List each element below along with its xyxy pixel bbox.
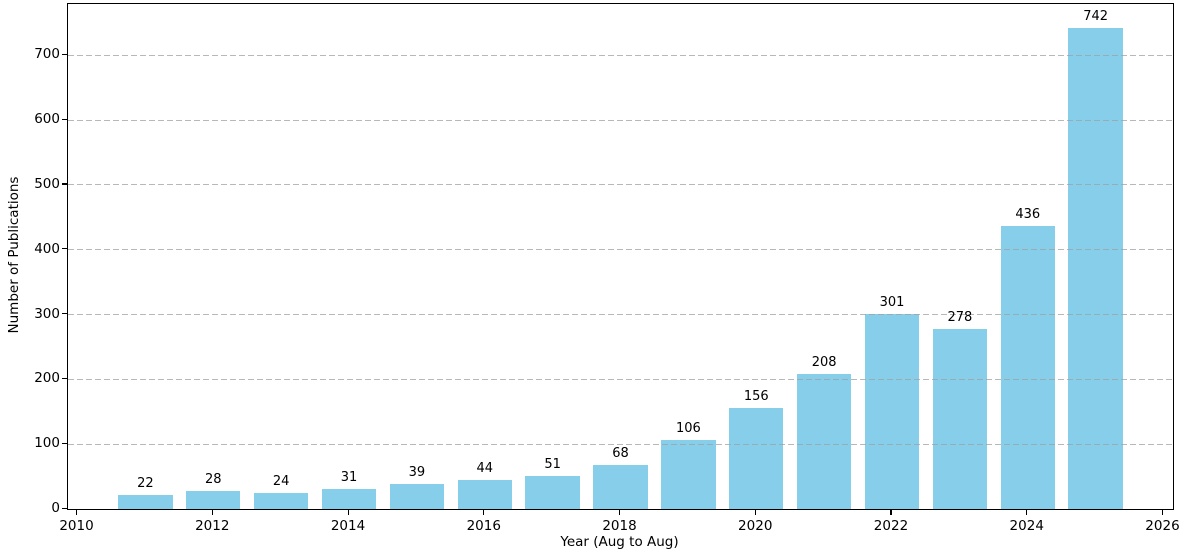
y-gridline-500 bbox=[68, 184, 1173, 186]
bar-value-label-2013: 24 bbox=[272, 474, 290, 490]
bar-2016 bbox=[457, 480, 512, 509]
bar-value-label-2020: 156 bbox=[743, 388, 769, 404]
y-axis-tick-400 bbox=[62, 248, 67, 250]
y-tick-label-700: 700 bbox=[34, 46, 60, 63]
bar-value-label-2025: 742 bbox=[1083, 9, 1109, 25]
x-axis-tick-2016 bbox=[483, 510, 485, 515]
y-axis-tick-500 bbox=[62, 183, 67, 185]
bar-value-label-2017: 51 bbox=[544, 456, 561, 472]
bar-value-label-2011: 22 bbox=[137, 475, 154, 491]
y-axis-tick-200 bbox=[62, 377, 67, 380]
bar-value-label-2021: 208 bbox=[811, 355, 837, 371]
x-axis-label: Year (Aug to Aug) bbox=[560, 534, 679, 550]
bar-value-label-2015: 39 bbox=[408, 464, 426, 480]
bar-value-label-2022: 301 bbox=[879, 294, 905, 310]
bar-2011 bbox=[118, 494, 173, 509]
x-axis-tick-2026 bbox=[1161, 510, 1164, 515]
x-axis-tick-2014 bbox=[347, 510, 349, 515]
plot-area: 22 28 24 31 39 44 51 68 106 156 208 301 278 436 742 bbox=[67, 3, 1174, 510]
bar-2023 bbox=[932, 328, 988, 509]
bar-value-label-2016: 44 bbox=[476, 461, 494, 477]
y-gridline-200 bbox=[68, 378, 1173, 380]
x-tick-label-2016: 2016 bbox=[466, 518, 501, 534]
x-tick-label-2012: 2012 bbox=[195, 518, 230, 534]
x-axis-tick-2012 bbox=[211, 510, 213, 515]
bar-2013 bbox=[253, 493, 309, 509]
y-gridline-400 bbox=[68, 249, 1173, 251]
x-tick-label-2010: 2010 bbox=[59, 518, 94, 534]
bar-value-label-2023: 278 bbox=[947, 309, 973, 325]
y-tick-label-200: 200 bbox=[34, 370, 60, 387]
x-axis-tick-2010 bbox=[76, 510, 78, 515]
x-tick-label-2018: 2018 bbox=[602, 518, 637, 534]
x-axis-tick-2020 bbox=[754, 510, 756, 515]
bar-2014 bbox=[321, 488, 377, 509]
x-tick-label-2022: 2022 bbox=[873, 518, 909, 534]
y-gridline-300 bbox=[68, 314, 1173, 316]
bar-2012 bbox=[186, 490, 241, 509]
x-tick-label-2014: 2014 bbox=[330, 518, 366, 534]
bar-2022 bbox=[864, 313, 920, 509]
y-axis-tick-600 bbox=[62, 118, 67, 120]
x-axis-tick-2024 bbox=[1026, 510, 1028, 515]
bar-2018 bbox=[593, 464, 648, 509]
bar-2017 bbox=[525, 475, 580, 509]
bar-2025 bbox=[1068, 28, 1123, 509]
x-axis-tick-2018 bbox=[619, 510, 621, 515]
bar-2015 bbox=[389, 483, 445, 509]
y-gridline-700 bbox=[68, 54, 1173, 56]
y-tick-label-300: 300 bbox=[34, 305, 60, 322]
y-tick-label-600: 600 bbox=[34, 111, 60, 128]
y-axis-tick-300 bbox=[62, 313, 67, 315]
x-tick-label-2026: 2026 bbox=[1145, 518, 1180, 534]
bar-value-label-2012: 28 bbox=[204, 471, 222, 487]
y-tick-label-400: 400 bbox=[34, 240, 60, 257]
y-axis-tick-0 bbox=[62, 507, 67, 509]
y-axis-tick-100 bbox=[62, 442, 67, 444]
x-axis-tick-2022 bbox=[890, 510, 892, 515]
x-tick-label-2020: 2020 bbox=[738, 518, 773, 534]
bar-value-label-2019: 106 bbox=[675, 421, 701, 437]
bar-2021 bbox=[796, 374, 852, 509]
y-gridline-600 bbox=[68, 119, 1173, 121]
bar-2019 bbox=[661, 440, 716, 509]
y-tick-label-100: 100 bbox=[34, 435, 60, 452]
y-tick-label-0: 0 bbox=[51, 500, 60, 516]
bar-2020 bbox=[729, 407, 784, 509]
bar-value-label-2014: 31 bbox=[340, 469, 358, 485]
y-tick-label-500: 500 bbox=[34, 175, 60, 192]
bar-2024 bbox=[1000, 226, 1055, 509]
x-tick-label-2024: 2024 bbox=[1009, 518, 1044, 534]
y-axis-tick-700 bbox=[62, 53, 67, 55]
bar-value-label-2018: 68 bbox=[612, 445, 629, 461]
y-gridline-100 bbox=[68, 443, 1173, 445]
bar-value-label-2024: 436 bbox=[1015, 207, 1041, 223]
